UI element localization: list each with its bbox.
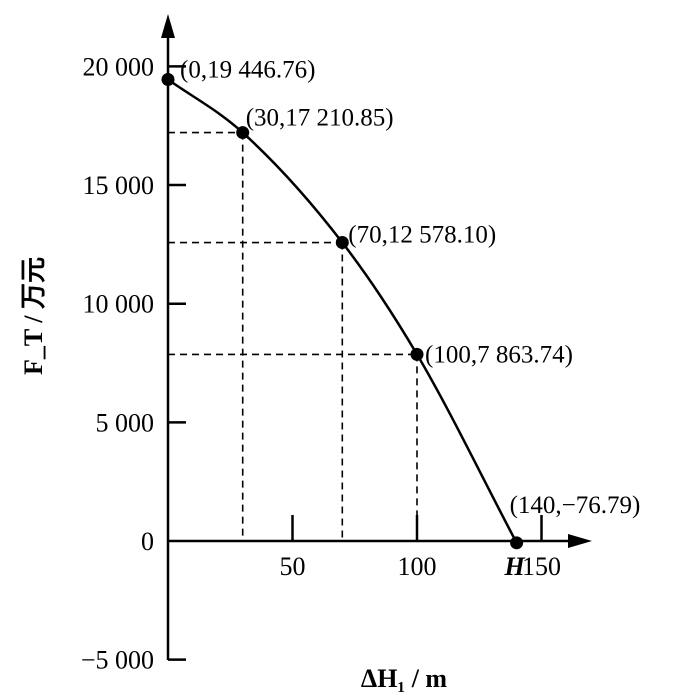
x-tick-label: 150: [522, 552, 561, 581]
data-label: (140,−76.79): [510, 492, 641, 519]
data-point: [410, 347, 424, 361]
data-point: [510, 536, 524, 550]
y-tick-label: 0: [141, 527, 154, 556]
data-point: [161, 73, 175, 87]
guide-lines: [168, 131, 418, 541]
point-labels: (0,19 446.76) (30,17 210.85) (70,12 578.10…: [180, 57, 640, 519]
y-tick-label: 10 000: [83, 290, 155, 319]
y-tick-label: 5 000: [96, 408, 155, 437]
data-points: [161, 73, 524, 550]
data-label: (100,7 863.74): [425, 341, 573, 368]
x-axis-arrow: [568, 534, 592, 548]
data-curve: [167, 78, 518, 544]
series-line: [167, 78, 518, 544]
y-axis-arrow: [161, 14, 175, 38]
y-tick-label: 20 000: [83, 52, 155, 81]
axis-labels: F_T / 万元 ΔH₁ / m: [19, 257, 447, 693]
data-label: (30,17 210.85): [246, 105, 394, 132]
data-point: [335, 236, 349, 250]
data-point: [236, 126, 250, 140]
y-tick-label: −5 000: [81, 646, 154, 675]
x-axis-label: ΔH₁ / m: [361, 664, 448, 693]
x-marker-label-h: H: [503, 552, 525, 581]
x-tick-label: 50: [280, 552, 306, 581]
y-axis-label: F_T / 万元: [19, 257, 48, 375]
x-tick-label: 100: [398, 552, 437, 581]
data-label: (0,19 446.76): [180, 57, 315, 84]
data-label: (70,12 578.10): [348, 222, 496, 249]
y-tick-label: 15 000: [83, 171, 155, 200]
